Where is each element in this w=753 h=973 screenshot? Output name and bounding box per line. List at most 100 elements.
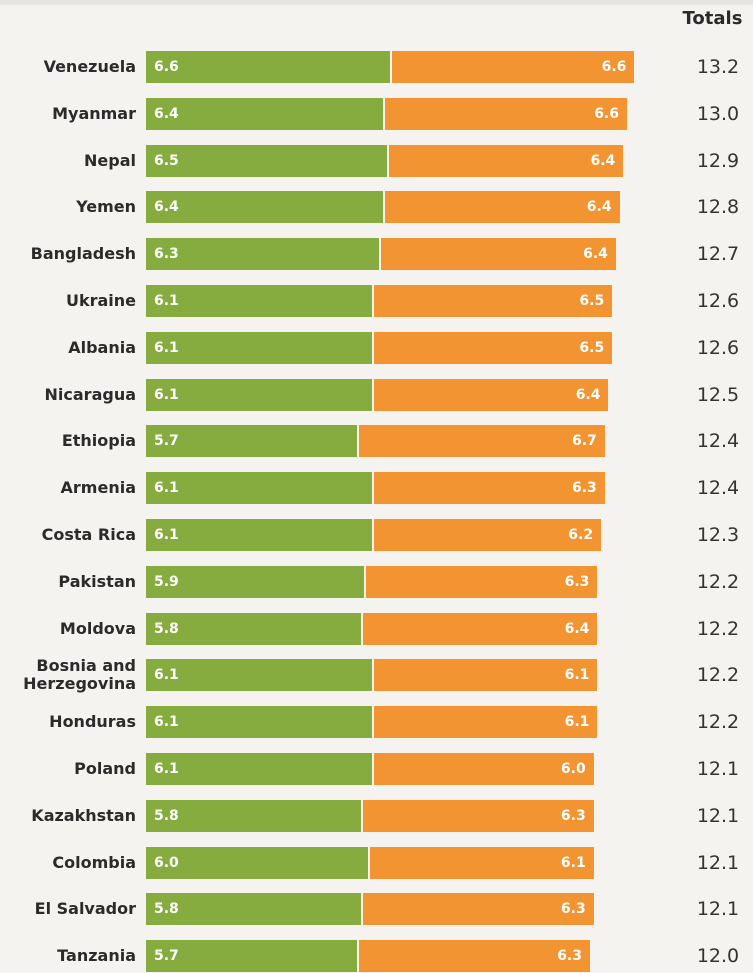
value-label: 5.7: [154, 433, 179, 450]
bar-segment: [370, 846, 594, 879]
value-label: 6.1: [154, 527, 179, 543]
total-label: 13.2: [696, 56, 740, 78]
bar-segment: [146, 285, 372, 317]
bar-segment: [388, 144, 624, 177]
total-label: 12.1: [696, 898, 740, 921]
category-label: Bangladesh: [30, 244, 136, 264]
value-label: 6.6: [594, 105, 619, 122]
category-label: El Salvador: [34, 899, 136, 919]
value-label: 6.1: [154, 386, 179, 403]
value-label: 6.3: [560, 807, 586, 824]
total-label: 12.3: [696, 524, 740, 546]
bar-segment: [146, 565, 365, 598]
bar-segment: [373, 659, 598, 692]
totals-header: Totals: [682, 8, 743, 29]
value-label: 6.3: [560, 901, 586, 918]
value-label: 6.4: [154, 105, 179, 122]
bar-segment: [146, 472, 372, 505]
bar-segment: [146, 893, 361, 926]
bar-segment: [146, 97, 383, 130]
category-label: Kazakhstan: [31, 805, 136, 825]
top-band: [0, 0, 753, 5]
total-label: 12.0: [696, 945, 740, 968]
category-label: Pakistan: [58, 571, 136, 591]
bar-segment: [358, 425, 605, 458]
total-label: 12.2: [696, 711, 740, 734]
bar-segment: [373, 472, 605, 505]
bar-segment: [373, 331, 613, 364]
value-label: 6.4: [590, 152, 616, 169]
total-label: 12.6: [696, 336, 740, 359]
category-label: Venezuela: [43, 57, 136, 76]
bar-segment: [146, 612, 361, 645]
total-label: 12.2: [696, 664, 740, 687]
value-label: 6.5: [154, 152, 179, 169]
bar-segment: [146, 519, 372, 551]
bar-segment: [146, 799, 361, 832]
category-label: Bosnia and Herzegovina: [23, 656, 136, 694]
category-label: Honduras: [49, 712, 136, 732]
value-label: 6.1: [154, 339, 179, 356]
bar-segment: [373, 706, 598, 739]
total-label: 12.2: [696, 570, 740, 593]
value-label: 5.8: [154, 901, 179, 918]
value-label: 6.2: [568, 527, 594, 543]
value-label: 6.4: [154, 199, 179, 216]
bar-segment: [146, 659, 372, 692]
bar-segment: [384, 97, 627, 130]
category-label: Armenia: [60, 478, 136, 498]
value-label: 6.1: [560, 854, 586, 871]
value-label: 5.7: [154, 948, 179, 965]
value-label: 6.3: [154, 246, 179, 263]
total-label: 12.7: [696, 243, 740, 266]
value-label: 5.8: [154, 620, 179, 637]
value-label: 6.5: [579, 293, 605, 309]
bar-segment: [366, 565, 598, 598]
category-label: Costa Rica: [41, 525, 136, 544]
value-label: 6.4: [583, 246, 608, 263]
value-label: 6.0: [154, 854, 179, 871]
value-label: 6.3: [557, 948, 582, 965]
value-label: 6.0: [560, 761, 586, 777]
value-label: 6.1: [154, 667, 179, 684]
total-label: 12.4: [696, 477, 740, 500]
bar-segment: [362, 799, 594, 832]
bar-segment: [146, 331, 372, 364]
value-label: 6.3: [572, 480, 597, 497]
category-label: Myanmar: [52, 103, 136, 123]
category-label: Colombia: [52, 852, 136, 872]
bar-segment: [146, 846, 368, 879]
value-label: 6.5: [579, 339, 605, 356]
value-label: 6.4: [564, 620, 590, 637]
value-label: 6.1: [564, 667, 590, 684]
category-label: Poland: [74, 759, 136, 778]
bar-segment: [146, 51, 391, 83]
value-label: 6.1: [154, 480, 179, 497]
total-label: 12.1: [696, 851, 740, 874]
category-label: Moldova: [59, 618, 136, 638]
total-label: 12.1: [696, 804, 740, 827]
total-label: 12.5: [696, 383, 740, 406]
category-label: Ukraine: [65, 291, 136, 310]
category-label: Tanzania: [57, 946, 136, 966]
category-label: Albania: [68, 337, 136, 357]
bar-segment: [384, 191, 620, 224]
bar-segment: [362, 893, 594, 926]
bar-segment: [146, 940, 357, 973]
total-label: 12.9: [696, 149, 740, 172]
value-label: 6.4: [575, 386, 601, 403]
value-label: 6.6: [154, 59, 179, 75]
category-label: Yemen: [76, 197, 136, 217]
bar-segment: [358, 940, 590, 973]
bar-segment: [146, 191, 383, 224]
bar-segment: [362, 612, 598, 645]
value-label: 6.3: [564, 573, 590, 590]
total-label: 12.1: [696, 758, 740, 780]
value-label: 6.1: [564, 714, 590, 731]
bar-segment: [373, 378, 609, 411]
total-label: 13.0: [696, 102, 740, 125]
bar-segment: [146, 144, 387, 177]
category-label: Nepal: [84, 150, 136, 170]
category-label: Ethiopia: [61, 431, 136, 451]
